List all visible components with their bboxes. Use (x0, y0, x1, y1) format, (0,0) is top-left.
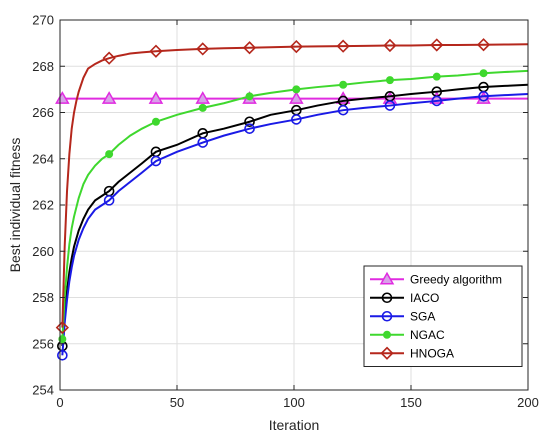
series-line (61, 43, 529, 328)
series-point (148, 91, 164, 104)
legend-label: NGAC (410, 328, 445, 342)
series-point (291, 114, 302, 125)
y-tick-label: 256 (32, 336, 54, 351)
x-tick-label: 200 (517, 395, 539, 410)
series-point (101, 91, 117, 104)
legend-entry: SGA (370, 309, 435, 323)
series-point (196, 42, 210, 56)
series-point (150, 155, 162, 167)
x-tick-label: 100 (283, 395, 305, 410)
legend-entry: IACO (370, 291, 439, 305)
series-point (245, 92, 254, 101)
series-ngac (58, 69, 529, 344)
series-point (292, 85, 301, 94)
series-point (103, 195, 115, 206)
series-point (57, 350, 68, 361)
series-point (432, 72, 441, 81)
series-point (337, 104, 349, 116)
legend-marker (379, 271, 395, 285)
series-line (61, 83, 529, 347)
series-layer (55, 38, 529, 361)
series-point (105, 150, 114, 159)
legend: Greedy algorithm IACO SGA NGAC HNOGA (363, 265, 523, 367)
series-point (151, 117, 160, 126)
legend-label: SGA (410, 309, 435, 323)
series-point (479, 69, 488, 78)
series-point (478, 91, 489, 102)
legend-label: Greedy algorithm (410, 272, 502, 286)
series-point (55, 320, 69, 335)
legend-marker (380, 346, 394, 360)
series-point (289, 39, 303, 54)
series-point (339, 80, 348, 89)
y-tick-label: 254 (32, 383, 54, 398)
series-point (336, 39, 350, 53)
series-line (61, 69, 529, 340)
x-axis-label: Iteration (269, 417, 320, 433)
legend-marker (381, 310, 393, 322)
x-tick-label: 0 (56, 395, 63, 410)
series-point (198, 103, 207, 112)
series-point (385, 76, 394, 85)
series-point (431, 95, 443, 107)
y-tick-label: 260 (32, 244, 54, 259)
y-tick-label: 262 (32, 198, 54, 213)
y-tick-label: 270 (32, 13, 54, 28)
y-tick-label: 258 (32, 290, 54, 305)
axis-ticks: 0 50 100 150 200 254 256 258 260 262 264 266 268 270 (32, 13, 539, 411)
legend-marker (383, 330, 391, 339)
series-point (149, 44, 163, 58)
series-point (244, 123, 255, 134)
series-point (58, 335, 67, 344)
series-point (102, 51, 116, 65)
series-point (476, 38, 491, 52)
y-axis-label: Best individual fitness (7, 138, 23, 273)
legend-entry: HNOGA (370, 346, 454, 360)
series-point (244, 116, 255, 128)
x-tick-label: 50 (170, 395, 184, 410)
series-sga (57, 91, 529, 361)
legend-marker (381, 292, 393, 304)
y-tick-label: 268 (32, 59, 54, 74)
series-hnoga (55, 38, 529, 335)
y-tick-label: 264 (32, 151, 54, 166)
x-tick-label: 150 (400, 395, 422, 410)
series-point (55, 91, 70, 104)
series-point (197, 137, 209, 148)
series-line (61, 93, 529, 356)
series-point (384, 100, 396, 111)
series-point (195, 91, 211, 104)
series-point (289, 91, 304, 104)
legend-label: IACO (410, 291, 439, 305)
series-point (430, 38, 444, 52)
y-tick-label: 266 (32, 105, 54, 120)
series-point (383, 38, 397, 53)
legend-label: HNOGA (410, 346, 454, 360)
legend-entry: NGAC (370, 328, 445, 342)
legend-entry: Greedy algorithm (370, 271, 502, 286)
series-point (242, 41, 257, 55)
